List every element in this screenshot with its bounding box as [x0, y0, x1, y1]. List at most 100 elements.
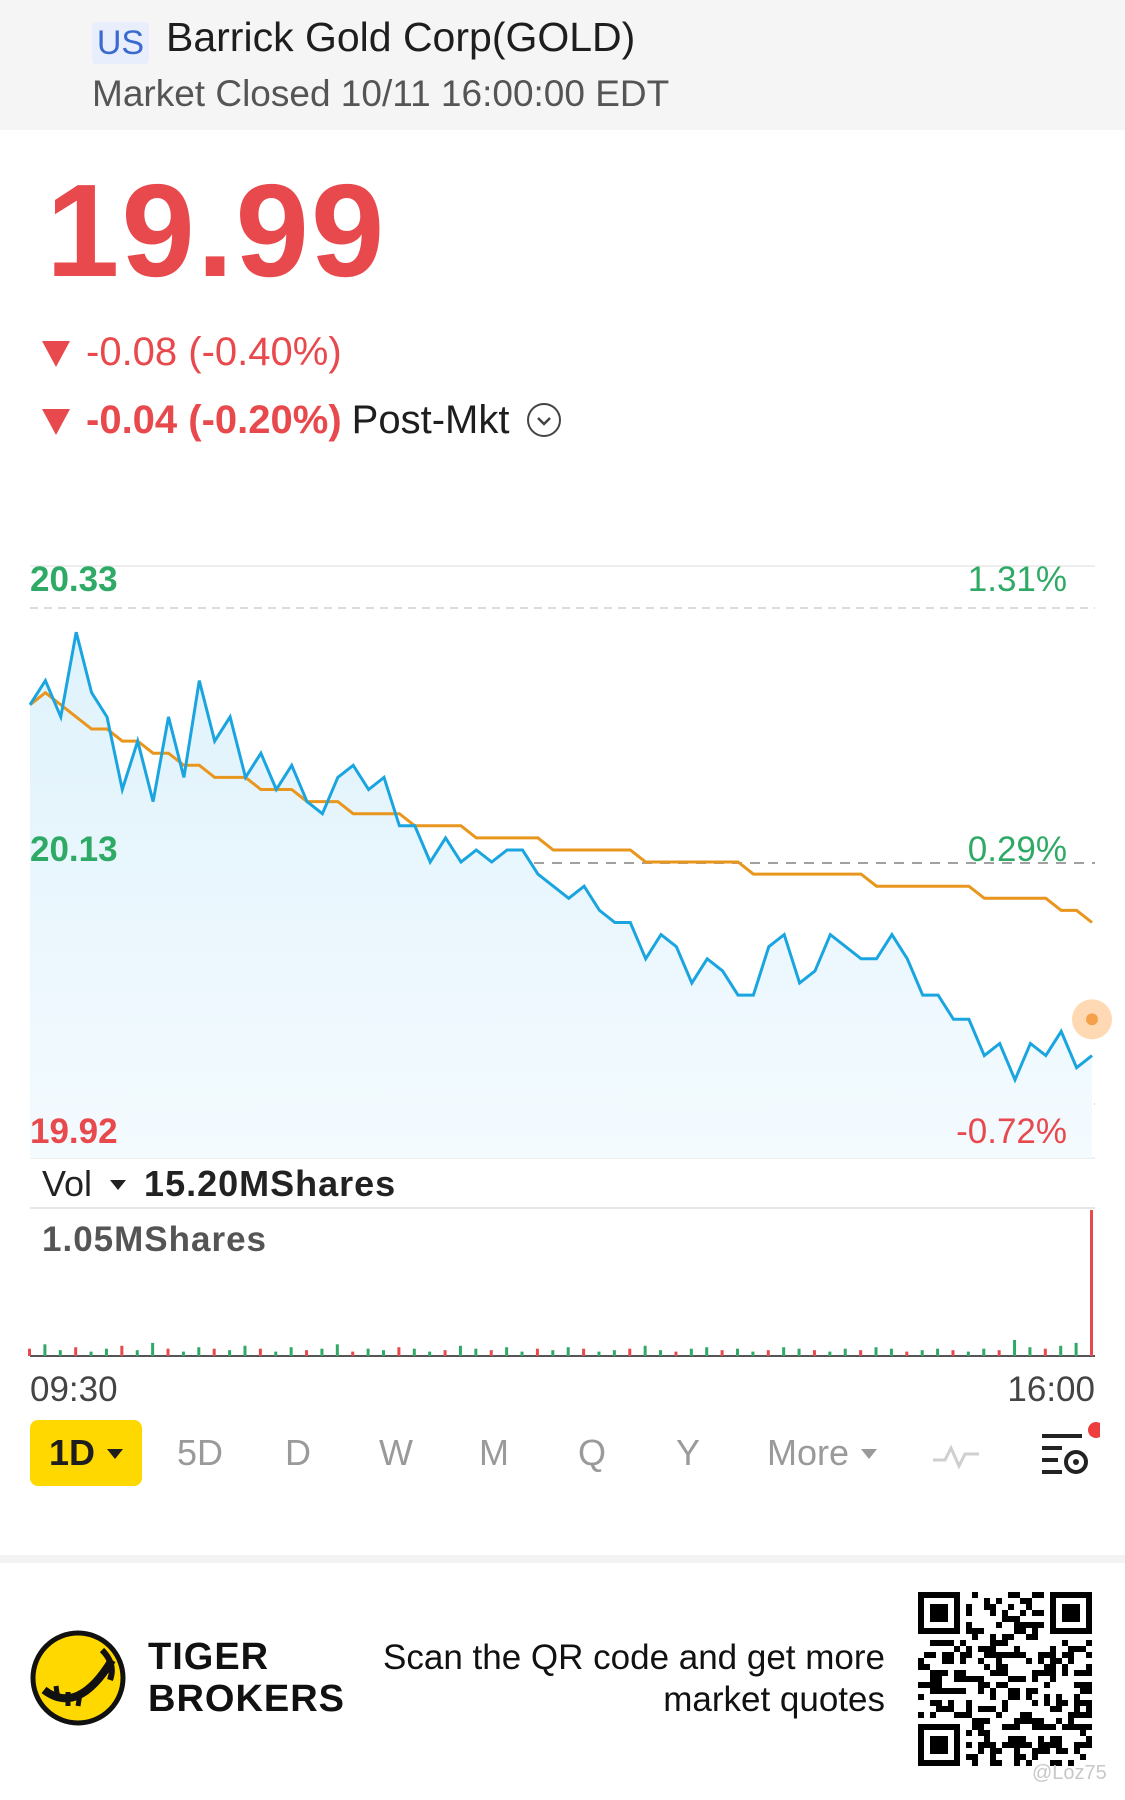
volume-bar [104, 1348, 108, 1356]
footer-divider [0, 1555, 1125, 1563]
volume-bar [782, 1347, 786, 1356]
volume-bar [89, 1351, 93, 1356]
volume-bar [628, 1348, 632, 1356]
quote-header: US Barrick Gold Corp(GOLD) Market Closed… [0, 0, 1125, 130]
volume-bar [351, 1351, 355, 1356]
volume-bar [597, 1351, 601, 1356]
volume-bar [1028, 1347, 1032, 1356]
watermark: @Loz75 [1032, 1762, 1107, 1784]
volume-label: Vol [42, 1163, 93, 1204]
down-arrow-icon [42, 409, 70, 435]
volume-bar [720, 1350, 724, 1356]
tab-more-label: More [766, 1432, 850, 1473]
promo-line-2: market quotes [663, 1680, 885, 1719]
volume-bar [751, 1351, 755, 1356]
volume-bar [366, 1348, 370, 1356]
chevron-down-icon [537, 417, 552, 426]
price-change-row: -0.08 (-0.40%) [42, 330, 342, 375]
tiger-brokers-logo [30, 1630, 126, 1726]
volume-bar [305, 1350, 309, 1356]
volume-bar [535, 1348, 539, 1356]
volume-bar [320, 1348, 324, 1356]
volume-bar [689, 1348, 693, 1356]
y-tick-low: 19.92 [30, 1112, 118, 1151]
x-tick-open: 09:30 [30, 1370, 118, 1409]
volume-bar [1059, 1345, 1063, 1356]
volume-bar [289, 1347, 293, 1356]
post-market-row: -0.04 (-0.20%) Post-Mkt [42, 398, 562, 443]
brand-line-1: TIGER [148, 1636, 270, 1678]
chart-settings-button[interactable] [1030, 1420, 1104, 1486]
tab-q[interactable]: Q [577, 1432, 606, 1473]
volume-max-label: 1.05MShares [42, 1220, 268, 1259]
volume-bar [1090, 1210, 1093, 1356]
caret-down-icon [107, 1449, 124, 1459]
post-market-label: Post-Mkt [351, 398, 510, 442]
volume-bar [905, 1351, 909, 1356]
volume-chart [28, 1207, 1095, 1357]
volume-bar [58, 1350, 62, 1356]
volume-bar [920, 1350, 924, 1356]
down-arrow-icon [42, 341, 70, 367]
volume-bar [428, 1351, 432, 1356]
average-price-line [29, 690, 1093, 924]
volume-bar [243, 1345, 247, 1356]
x-tick-close: 16:00 [1007, 1370, 1095, 1409]
volume-bar [582, 1348, 586, 1356]
y-tick-pct-mid: 0.29% [967, 830, 1067, 869]
volume-bar [28, 1348, 31, 1356]
market-status: Market Closed 10/11 16:00:00 EDT [92, 73, 670, 114]
volume-bar [489, 1350, 493, 1356]
y-tick-mid: 20.13 [30, 830, 118, 869]
volume-bar [458, 1345, 462, 1356]
post-market-toggle-button[interactable] [527, 403, 562, 437]
volume-bar [997, 1350, 1001, 1356]
indicator-toggle-button[interactable] [926, 1420, 986, 1486]
volume-bar [966, 1351, 970, 1356]
intraday-chart[interactable]: 20.33 20.13 19.92 1.31% 0.29% -0.72% [0, 560, 1125, 1160]
volume-bar [951, 1350, 955, 1356]
tab-y[interactable]: Y [675, 1432, 700, 1473]
tab-d[interactable]: D [285, 1432, 311, 1473]
caret-down-icon [110, 1180, 127, 1190]
volume-bar [566, 1347, 570, 1356]
tab-more[interactable]: More [752, 1420, 892, 1486]
volume-bar [1074, 1342, 1078, 1356]
volume-bar [212, 1348, 216, 1356]
volume-bar [843, 1348, 847, 1356]
volume-bar [166, 1348, 170, 1356]
tab-1d[interactable]: 1D [30, 1420, 142, 1486]
chart-canvas [28, 565, 1112, 1159]
caret-down-icon [861, 1449, 878, 1459]
volume-bar [551, 1350, 555, 1356]
volume-bar [705, 1347, 709, 1356]
volume-bar [659, 1350, 663, 1356]
volume-bar [274, 1351, 278, 1356]
tab-w[interactable]: W [379, 1432, 413, 1473]
volume-bars [28, 1210, 1093, 1356]
qr-code [918, 1592, 1092, 1766]
tab-m[interactable]: M [479, 1432, 509, 1473]
volume-bar [197, 1347, 201, 1356]
volume-bar [859, 1350, 863, 1356]
line-chart-icon [933, 1444, 979, 1470]
volume-bar [889, 1348, 893, 1356]
volume-bar [936, 1348, 940, 1356]
volume-selector[interactable]: Vol 15.20MShares [42, 1163, 396, 1205]
y-tick-high: 20.33 [30, 560, 118, 599]
volume-bar [797, 1348, 801, 1356]
tab-5d[interactable]: 5D [176, 1432, 224, 1473]
stock-title: Barrick Gold Corp(GOLD) [166, 14, 636, 60]
tab-1d-label: 1D [48, 1432, 96, 1473]
price-line [28, 631, 1093, 1084]
volume-bar [120, 1345, 124, 1356]
volume-bar [828, 1351, 832, 1356]
price-change: -0.08 (-0.40%) [86, 330, 342, 374]
volume-bar [766, 1350, 770, 1356]
volume-bar [982, 1348, 986, 1356]
volume-bar [1013, 1339, 1017, 1356]
last-price-marker [1086, 1013, 1098, 1026]
volume-bar [443, 1350, 447, 1356]
period-tabs: 1D 5D D W M Q Y More [0, 1420, 1125, 1490]
volume-total: 15.20MShares [144, 1163, 397, 1204]
